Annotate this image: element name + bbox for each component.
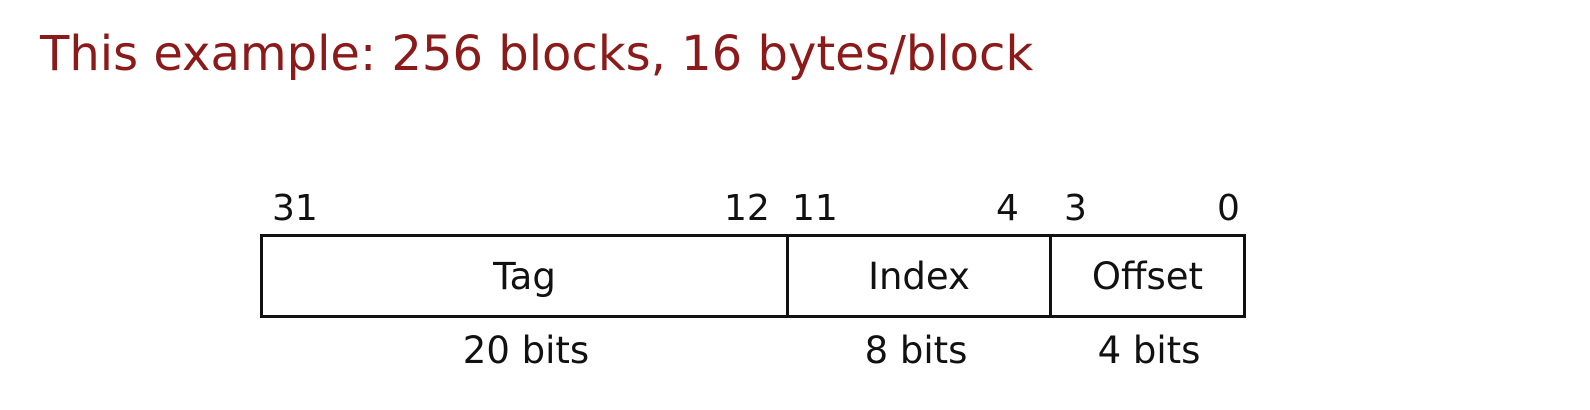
offset-width: 4 bits [1097, 329, 1201, 372]
tag-low-bit: 12 [724, 188, 770, 229]
index-low-bit: 4 [996, 188, 1019, 229]
index-high-bit: 11 [792, 188, 838, 229]
offset-low-bit: 0 [1217, 188, 1240, 229]
offset-high-bit: 3 [1064, 188, 1087, 229]
offset-field: Offset [1052, 234, 1246, 318]
index-field: Index [789, 234, 1052, 318]
tag-field-label: Tag [493, 254, 556, 298]
index-field-label: Index [868, 254, 970, 298]
offset-field-label: Offset [1091, 254, 1204, 298]
index-width: 8 bits [864, 329, 968, 372]
tag-field: Tag [260, 234, 789, 318]
tag-high-bit: 31 [272, 188, 318, 229]
tag-width: 20 bits [462, 329, 590, 372]
slide-title: This example: 256 blocks, 16 bytes/block [40, 26, 1034, 82]
